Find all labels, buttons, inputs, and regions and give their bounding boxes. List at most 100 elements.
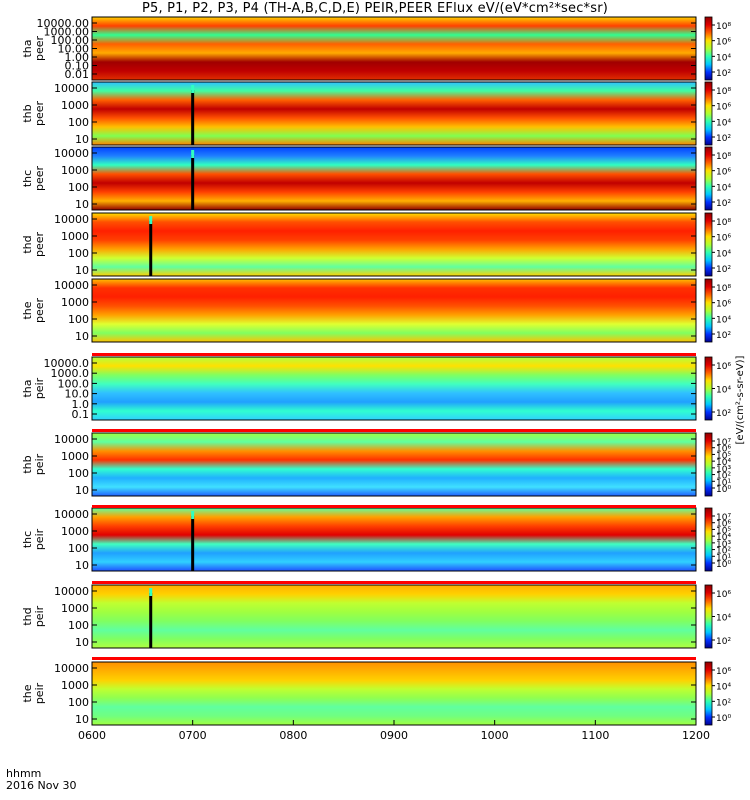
y-tick-label: 1000 [61,450,89,463]
spectrogram-image [92,17,696,80]
x-tick-label: 1200 [682,729,710,742]
panel-thc-peir: 10000100010010thcpeir10⁷10⁶10⁵10⁴10³10²1… [21,507,731,572]
time-unit-label: hhmm [6,767,42,780]
y-tick-label: 1000 [61,164,89,177]
colorbar-tick-label: 10⁸ [716,152,731,162]
y-tick-label: 1000 [61,296,89,309]
quality-flag-bar [92,581,696,584]
colorbar-tick-label: 10⁴ [716,533,731,543]
panel-frame [91,432,697,497]
y-tick-label: 1000.00 [44,26,90,39]
quality-flag-bar [92,505,696,508]
colorbar-tick-label: 10² [716,69,731,79]
colorbar-tick-label: 10⁶ [716,362,731,372]
panel-frame [91,356,697,421]
y-tick-label: 100 [68,313,89,326]
quality-flag-bar [92,353,696,356]
x-tick-label: 0700 [179,729,207,742]
colorbar-tick-label: 10¹ [716,553,731,563]
colorbar-tick-label: 10⁷ [716,438,731,448]
spectrogram-image [92,585,696,648]
y-tick-label: 100 [68,619,89,632]
colorbar [704,356,713,421]
x-tick-label: 0600 [78,729,106,742]
x-tick-label: 0900 [380,729,408,742]
panel-thb-peir: 10000100010010thbpeir10⁷10⁶10⁵10⁴10³10²1… [21,432,731,497]
panel-frame [91,146,697,211]
y-tick-label: 10000.00 [37,17,90,30]
colorbar-tick-label: 10² [716,547,731,557]
colorbar-tick-label: 10⁴ [716,315,731,325]
colorbar-tick-label: 10⁶ [716,590,731,600]
colorbar-tick-label: 10⁴ [716,53,731,63]
y-tick-label: 10000 [54,279,89,292]
y-axis-title: thdpeer [21,232,46,258]
y-tick-label: 1000 [61,602,89,615]
y-tick-label: 10000 [54,662,89,675]
y-axis-title: thbpeir [21,453,46,475]
colorbar [704,278,713,343]
y-tick-label: 10 [75,133,89,146]
y-tick-label: 10 [75,330,89,343]
y-axis-title: thcpeer [21,166,46,192]
panel-thb-peer: 10000 1000 100 10 thbpeer 10⁸ 10⁶ 10⁴ 10² [21,81,731,146]
colorbar-tick-label: 10⁶ [716,300,731,310]
y-tick-label: 100 [68,116,89,129]
colorbar-tick-label: 10⁶ [716,520,731,530]
colorbar-tick-label: 10⁷ [716,513,731,523]
y-tick-label: 10 [75,559,89,572]
y-tick-label: 100 [68,467,89,480]
colorbar-tick-label: 10⁶ [716,103,731,113]
chart-title: P5, P1, P2, P3, P4 (TH-A,B,C,D,E) PEIR,P… [141,1,609,16]
date-label: 2016 Nov 30 [6,779,77,792]
colorbar [704,212,713,277]
event-marker-cap [149,588,153,596]
spectrogram-image [92,357,696,420]
colorbar-tick-label: 10⁴ [716,458,731,468]
colorbar-tick-label: 10⁴ [716,249,731,259]
y-tick-label: 10000 [54,213,89,226]
panel-thc-peer: 10000 1000 100 10 thcpeer 10⁸ 10⁶ 10⁴ 10² [21,146,731,211]
y-tick-label: 10 [75,484,89,497]
y-tick-label: 1000 [61,99,89,112]
x-tick-label: 1100 [581,729,609,742]
y-tick-label: 10000 [54,433,89,446]
colorbar-tick-label: 10² [716,265,731,275]
colorbar-tick-label: 10⁴ [716,118,731,128]
y-tick-label: 0.01 [65,68,90,81]
colorbar-tick-label: 10⁰ [716,714,731,724]
colorbar-unit-label: [eV/(cm²-s-sr-eV)] [735,355,746,444]
event-marker [191,155,195,210]
spectrogram-image [92,279,696,342]
colorbar-tick-label: 10⁶ [716,667,731,677]
colorbar [704,661,713,726]
panel-thd-peir: 10000 1000 100 10 thdpeir 10⁶ 10⁴ 10² [21,584,731,649]
colorbar-tick-label: 10² [716,199,731,209]
y-tick-label: 1.00 [65,51,90,64]
y-tick-label: 100 [68,247,89,260]
colorbar-tick-label: 10⁴ [716,386,731,396]
y-tick-label: 1000 [61,679,89,692]
colorbar-tick-label: 10² [716,331,731,341]
colorbar-tick-label: 10⁴ [716,183,731,193]
colorbar-tick-label: 10² [716,409,731,419]
event-marker [149,593,153,648]
spectrogram-image [92,662,696,725]
y-axis-title: thbpeer [21,101,46,127]
y-tick-label: 10 [75,636,89,649]
y-axis-title: thepeir [21,682,46,704]
colorbar-tick-label: 10⁰ [716,485,731,495]
panel-frame [91,584,697,649]
colorbar-tick-label: 10³ [716,540,731,550]
spectrogram-image [92,213,696,276]
event-marker [191,516,195,571]
quality-flag-bar [92,429,696,432]
colorbar-tick-label: 10² [716,472,731,482]
panel-the-peir: 10000 1000 100 10 thepeir 10⁶ 10⁴ 10² 10⁰ [21,661,731,726]
y-tick-label: 10 [75,713,89,726]
spectrogram-image [92,433,696,496]
colorbar [704,81,713,146]
panel-frame [91,278,697,343]
